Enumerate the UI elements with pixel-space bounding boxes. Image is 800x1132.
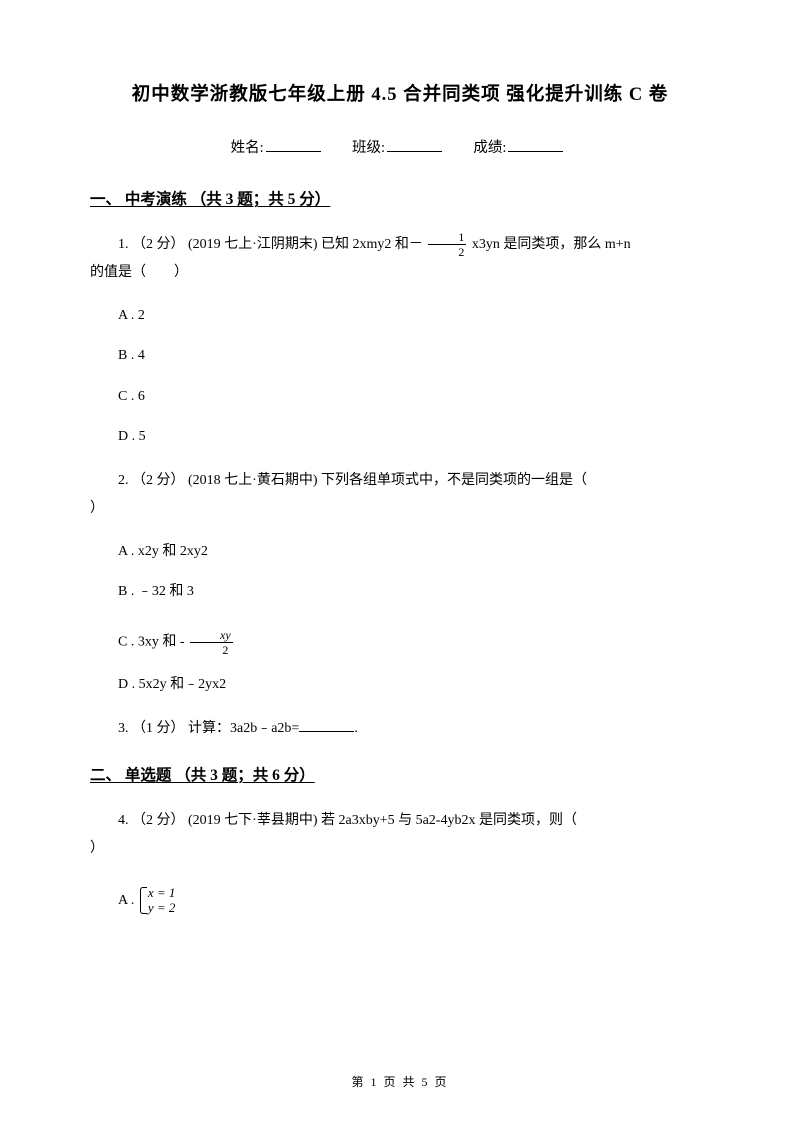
frac-den: 2 [428,245,466,258]
page-footer: 第 1 页 共 5 页 [0,1073,800,1090]
brace-system: x = 1y = 2 [138,885,176,916]
q4-stem-b: ） [90,835,104,863]
q2-stem-b: ） [90,495,104,523]
q2-option-d: D . 5x2y 和﹣2yx2 [90,674,710,696]
q2-option-b: B . ﹣32 和 3 [90,581,710,603]
fraction-half: 12 [428,231,466,258]
fraction-xy-over-2: xy2 [190,629,233,656]
frac-num: 1 [428,231,466,245]
section-1-header: 一、 中考演练 （共 3 题；共 5 分） [90,187,710,209]
eq-row-2: y = 2 [148,900,176,916]
name-blank [266,151,321,152]
q1-stem-c: 的值是（ ） [90,259,188,287]
score-label: 成绩: [473,140,506,156]
frac-num: xy [190,629,233,643]
class-blank [387,151,442,152]
q3-stem-a: 3. （1 分） 计算：3a2b﹣a2b= [118,721,299,736]
q4-option-a: A . x = 1y = 2 [90,885,710,916]
score-blank [508,151,563,152]
q1-option-c: C . 6 [90,386,710,408]
page-title: 初中数学浙教版七年级上册 4.5 合并同类项 强化提升训练 C 卷 [90,80,710,106]
q3-stem-b: . [354,721,358,736]
question-2: 2. （2 分） (2018 七上·黄石期中) 下列各组单项式中，不是同类项的一… [90,467,710,523]
q2-option-c-pre: C . 3xy 和 - [118,635,188,650]
q2-stem-a: 2. （2 分） (2018 七上·黄石期中) 下列各组单项式中，不是同类项的一… [118,473,587,488]
q3-blank [299,731,354,732]
q2-option-a: A . x2y 和 2xy2 [90,541,710,563]
student-info-line: 姓名: 班级: 成绩: [90,136,710,157]
question-3: 3. （1 分） 计算：3a2b﹣a2b=. [90,715,710,743]
name-label: 姓名: [231,140,264,156]
class-label: 班级: [352,140,385,156]
eq-row-1: x = 1 [148,885,176,901]
q4-option-a-label: A . [118,893,138,908]
q4-stem-a: 4. （2 分） (2019 七下·莘县期中) 若 2a3xby+5 与 5a2… [118,813,577,828]
section-2-header: 二、 单选题 （共 3 题；共 6 分） [90,763,710,785]
q1-stem-b: x3yn 是同类项，那么 m+n [468,237,630,252]
q1-option-a: A . 2 [90,305,710,327]
q1-option-d: D . 5 [90,426,710,448]
q1-option-b: B . 4 [90,345,710,367]
question-4: 4. （2 分） (2019 七下·莘县期中) 若 2a3xby+5 与 5a2… [90,807,710,863]
question-1: 1. （2 分） (2019 七上·江阴期末) 已知 2xmy2 和－ 12 x… [90,231,710,287]
q1-stem-a: 1. （2 分） (2019 七上·江阴期末) 已知 2xmy2 和－ [118,237,426,252]
q2-option-c: C . 3xy 和 - xy2 [90,629,710,656]
frac-den: 2 [190,643,233,656]
